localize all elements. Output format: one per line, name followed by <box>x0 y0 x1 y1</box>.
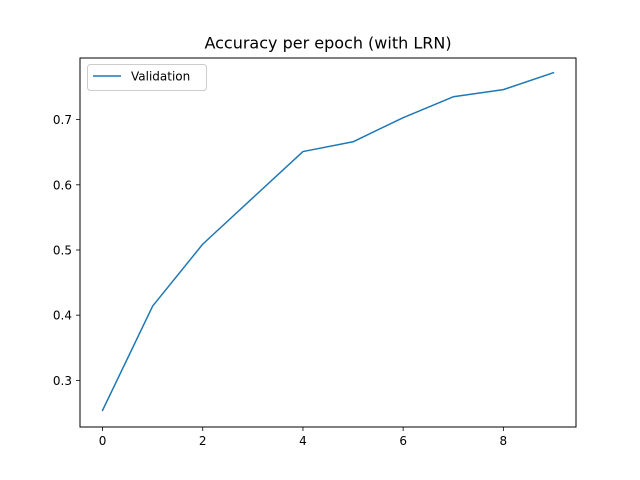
legend-box <box>87 64 207 91</box>
y-tick-label: 0.3 <box>53 374 72 388</box>
chart-title: Accuracy per epoch (with LRN) <box>204 34 451 53</box>
x-tick-label: 8 <box>500 434 508 448</box>
y-tick-label: 0.6 <box>53 178 72 192</box>
plot-area: 0 2 4 6 8 0.3 0.4 0.5 0.6 0.7 Validation <box>53 57 577 448</box>
legend: Validation <box>87 64 207 91</box>
y-tick-label: 0.4 <box>53 309 72 323</box>
x-tick-label: 6 <box>399 434 407 448</box>
axes-frame <box>79 57 577 428</box>
x-axis-ticks: 0 2 4 6 8 <box>99 427 507 448</box>
axes-background <box>80 58 576 427</box>
y-tick-label: 0.5 <box>53 243 72 257</box>
y-tick-label: 0.7 <box>53 113 72 127</box>
legend-label: Validation <box>131 70 190 84</box>
y-axis-ticks: 0.3 0.4 0.5 0.6 0.7 <box>53 113 80 388</box>
x-tick-label: 2 <box>199 434 207 448</box>
x-tick-label: 4 <box>299 434 307 448</box>
series-line-0 <box>101 71 555 412</box>
x-tick-label: 0 <box>99 434 107 448</box>
series-lines <box>101 71 555 412</box>
